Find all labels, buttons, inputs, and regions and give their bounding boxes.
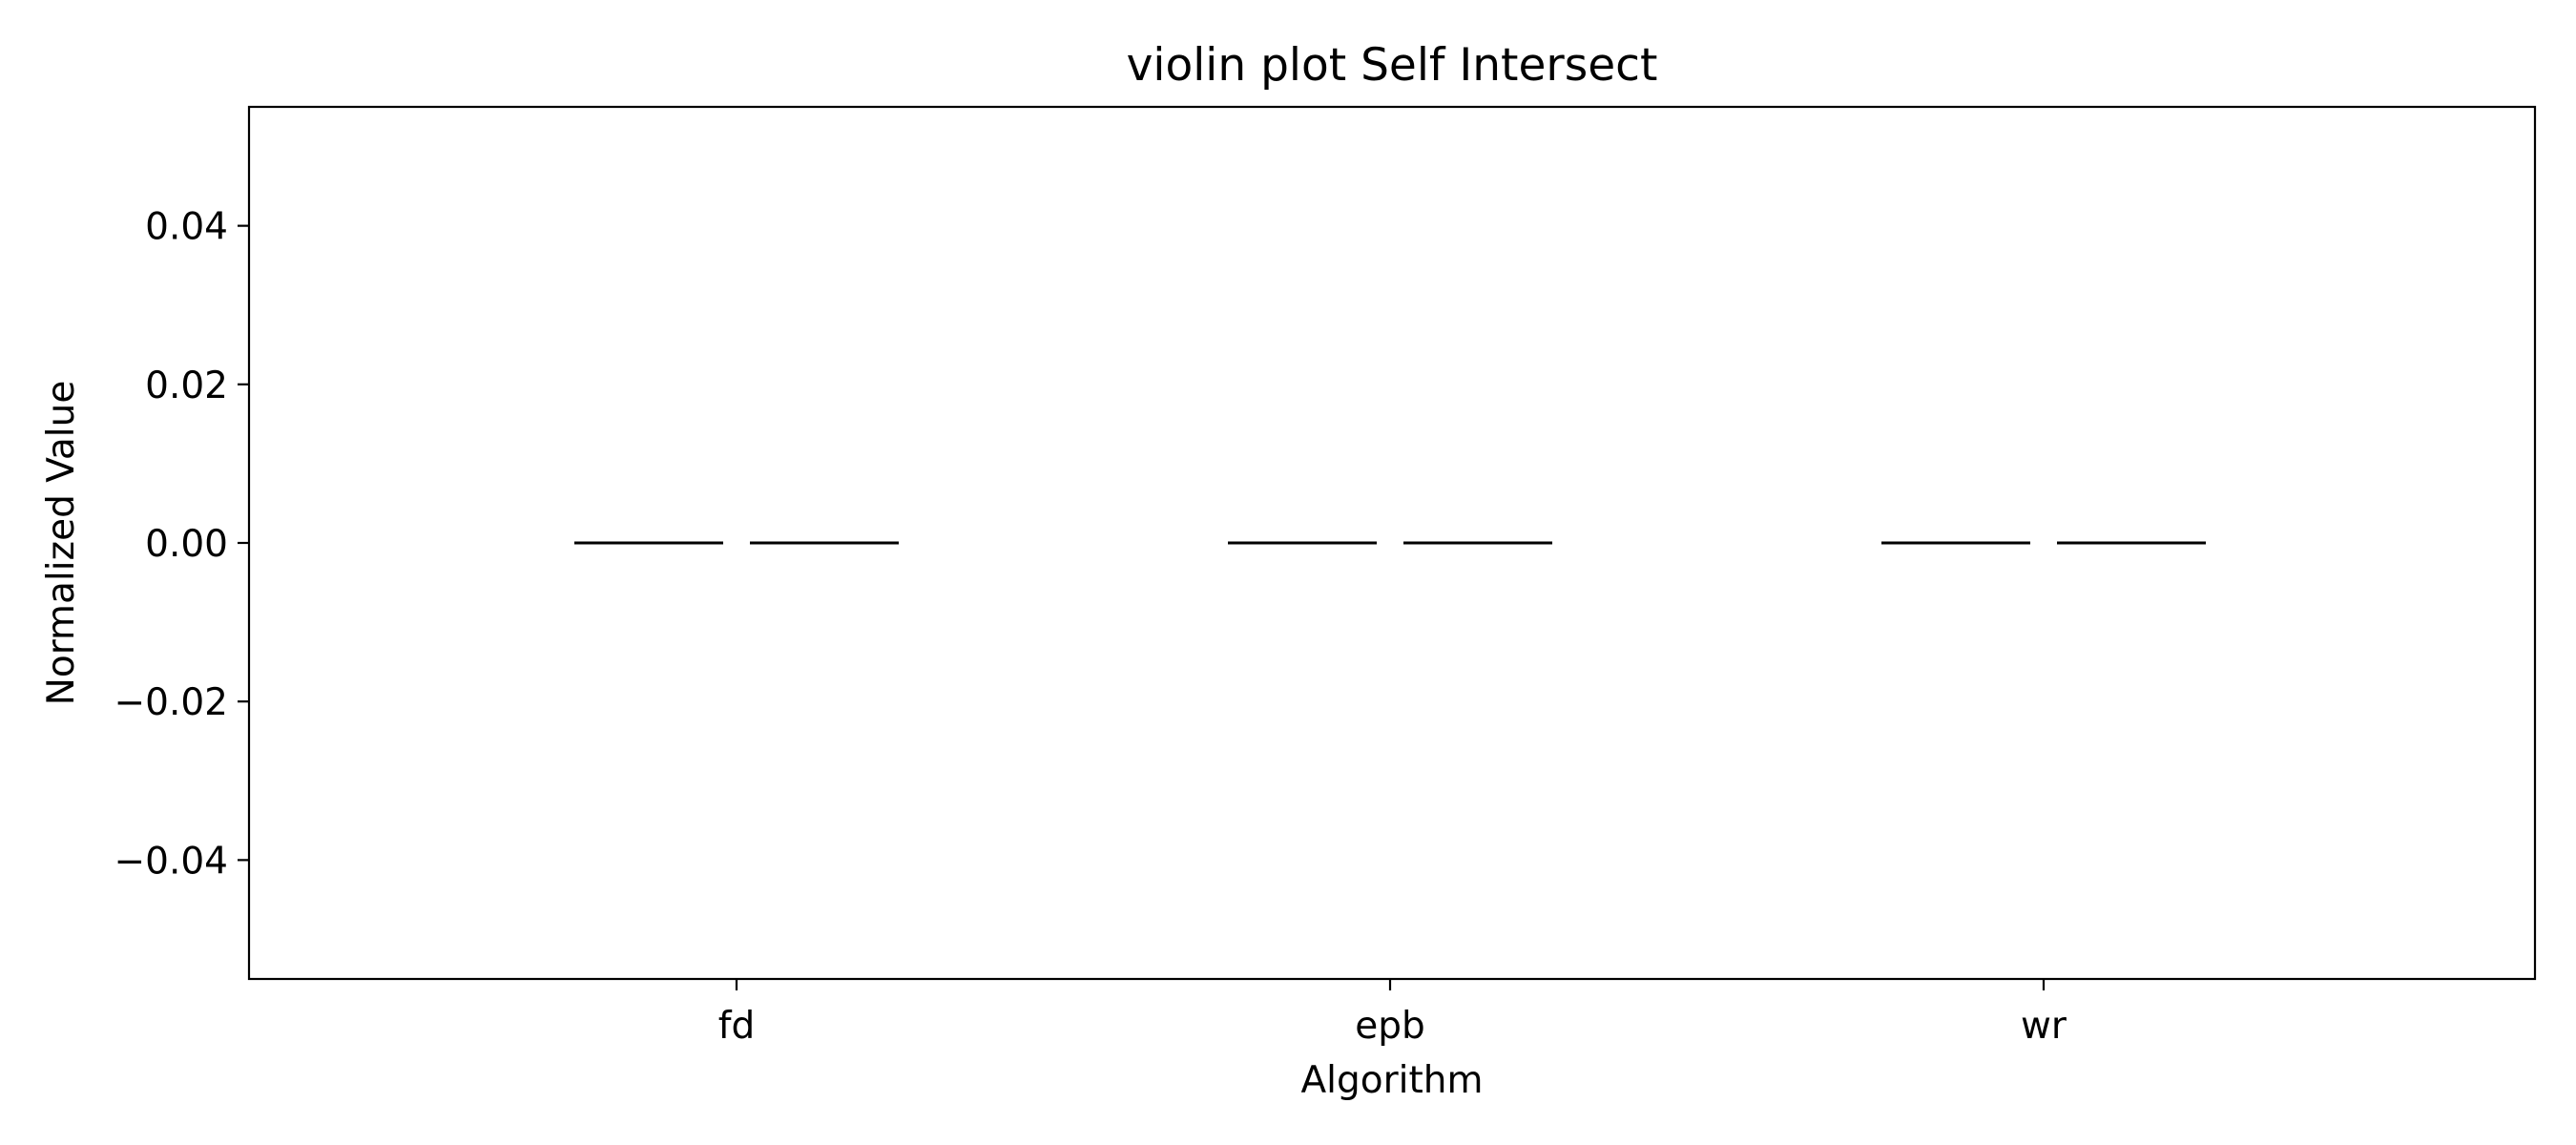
y-tick-label: 0.00 [145, 523, 228, 566]
y-axis-title: Normalized Value [40, 381, 83, 706]
y-axis-ticks: −0.04 −0.02 0.00 0.02 0.04 [114, 206, 249, 883]
x-tick-label: wr [2021, 1005, 2067, 1048]
y-tick-label: 0.04 [145, 206, 228, 249]
y-tick-label: 0.02 [145, 364, 228, 407]
x-tick-label: fd [718, 1005, 756, 1048]
y-tick-label: −0.04 [114, 840, 228, 883]
x-axis-ticks: fd epb wr [718, 979, 2067, 1048]
y-tick-label: −0.02 [114, 681, 228, 724]
x-tick-label: epb [1355, 1005, 1425, 1048]
x-axis-title: Algorithm [1300, 1059, 1483, 1102]
plot-area-frame [247, 105, 2537, 981]
chart-title: violin plot Self Intersect [1127, 39, 1658, 92]
